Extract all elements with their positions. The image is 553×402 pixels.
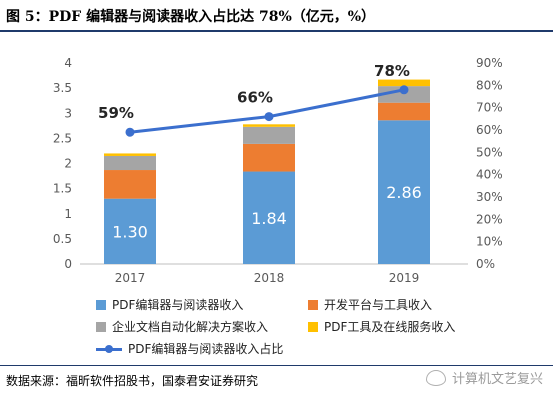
source-divider: [0, 365, 553, 366]
stacked-bar-line-chart: 00.511.522.533.540%10%20%30%40%50%60%70%…: [53, 56, 503, 284]
figure-title: 图 5：PDF 编辑器与阅读器收入占比达 78%（亿元，%）: [6, 9, 376, 25]
legend-label-enterprise: 企业文档自动化解决方案收入: [112, 320, 269, 334]
y-tick-label: 3.5: [53, 81, 72, 95]
x-tick-label: 2018: [254, 271, 285, 284]
legend-label-platform: 开发平台与工具收入: [324, 298, 433, 312]
ratio-point: [399, 85, 409, 95]
bar-segment: [378, 120, 430, 264]
legend-item-platform: 开发平台与工具收入: [308, 296, 432, 313]
y2-tick-label: 50%: [476, 145, 503, 159]
legend-line-ratio: [96, 344, 122, 354]
bar-data-label: 1.30: [112, 222, 148, 241]
bar-segment: [378, 79, 430, 87]
legend-item-editor: PDF编辑器与阅读器收入: [96, 296, 243, 313]
bar-segment: [243, 171, 295, 264]
legend-item-tools: PDF工具及在线服务收入: [308, 318, 455, 335]
y2-tick-label: 0%: [476, 257, 495, 271]
y-tick-label: 1: [64, 207, 72, 221]
chart-line: 59% 66% 78%: [98, 62, 410, 137]
ratio-point: [125, 127, 135, 137]
legend-swatch-platform: [308, 299, 318, 310]
ratio-point: [264, 112, 274, 122]
bar-segment: [104, 153, 156, 156]
y2-tick-label: 30%: [476, 190, 503, 204]
legend-swatch-enterprise: [96, 321, 106, 332]
bar-data-label: 1.84: [251, 209, 287, 228]
watermark: 计算机文艺复兴: [425, 368, 543, 387]
x-tick-label: 2019: [389, 271, 420, 284]
bar-segment: [243, 124, 295, 127]
bar-segment: [104, 170, 156, 199]
y-tick-label: 0: [64, 257, 72, 271]
ratio-data-label: 59%: [98, 104, 134, 122]
watermark-text: 计算机文艺复兴: [451, 372, 543, 387]
y-tick-label: 0.5: [53, 232, 72, 246]
y-tick-label: 2.5: [53, 131, 72, 145]
bar-data-label: 2.86: [386, 183, 422, 202]
bar-segment: [104, 155, 156, 171]
title-divider: [0, 30, 553, 32]
legend-label-tools: PDF工具及在线服务收入: [324, 320, 456, 334]
legend-swatch-tools: [308, 321, 318, 332]
y-tick-label: 3: [64, 106, 72, 120]
legend-swatch-editor: [96, 299, 106, 310]
y2-tick-label: 90%: [476, 56, 503, 70]
ratio-data-label: 78%: [374, 62, 410, 80]
y2-tick-label: 60%: [476, 123, 503, 137]
chart-bars: 1.30 1.84 2.86: [104, 79, 430, 264]
y2-tick-label: 40%: [476, 168, 503, 182]
x-tick-label: 2017: [115, 271, 146, 284]
bar-segment: [243, 126, 295, 144]
legend-label-editor: PDF编辑器与阅读器收入: [112, 298, 244, 312]
wechat-icon: [425, 369, 446, 386]
y2-tick-label: 70%: [476, 101, 503, 115]
y-tick-label: 2: [64, 157, 72, 171]
bar-segment: [378, 86, 430, 103]
legend-label-ratio: PDF编辑器与阅读器收入占比: [128, 342, 284, 356]
ratio-data-label: 66%: [237, 89, 273, 107]
bar-segment: [378, 102, 430, 121]
y2-tick-label: 80%: [476, 78, 503, 92]
bar-segment: [104, 198, 156, 264]
y-tick-label: 4: [64, 56, 72, 70]
y2-tick-label: 20%: [476, 212, 503, 226]
data-source: 数据来源：福昕软件招股书，国泰君安证券研究: [6, 374, 259, 388]
y-tick-label: 1.5: [53, 182, 72, 196]
y2-tick-label: 10%: [476, 235, 503, 249]
legend-item-enterprise: 企业文档自动化解决方案收入: [96, 318, 268, 335]
bar-segment: [243, 143, 295, 172]
legend-item-ratio: PDF编辑器与阅读器收入占比: [96, 340, 283, 357]
chart-axes: 00.511.522.533.540%10%20%30%40%50%60%70%…: [53, 56, 503, 284]
